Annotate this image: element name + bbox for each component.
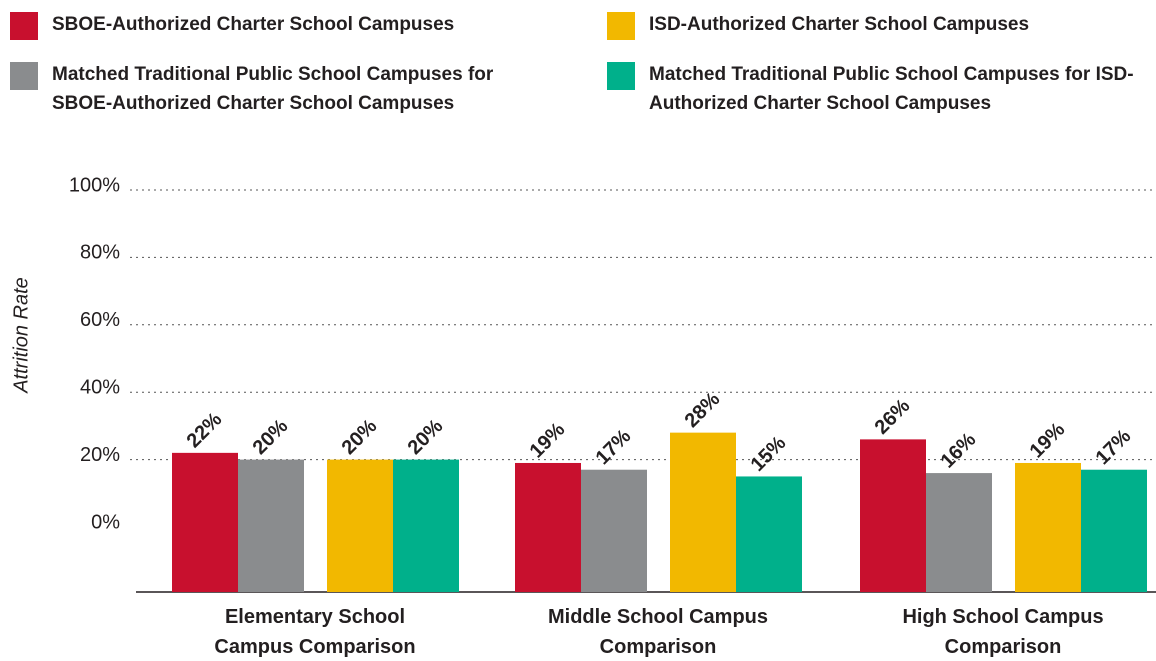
legend-swatch bbox=[607, 62, 635, 90]
legend-swatch bbox=[10, 62, 38, 90]
x-tick-label: Elementary School Campus Comparison bbox=[214, 606, 416, 658]
y-tick-label: 20% bbox=[80, 444, 120, 466]
bar bbox=[581, 469, 647, 592]
data-label: 19% bbox=[1026, 418, 1070, 462]
bar bbox=[926, 473, 992, 592]
x-tick-label: Middle School Campus Comparison bbox=[547, 606, 769, 658]
bar bbox=[860, 439, 926, 592]
data-label: 22% bbox=[183, 408, 227, 452]
data-label: 16% bbox=[937, 428, 981, 472]
bar bbox=[670, 432, 736, 592]
data-label: 20% bbox=[404, 415, 448, 459]
data-label: 20% bbox=[338, 415, 382, 459]
legend-swatch bbox=[10, 12, 38, 40]
y-tick-label: 80% bbox=[80, 242, 120, 264]
y-axis-label: Attrition Rate bbox=[10, 277, 32, 394]
bar bbox=[172, 452, 238, 592]
bar bbox=[393, 459, 459, 592]
y-tick-label: 40% bbox=[80, 376, 120, 398]
data-label: 28% bbox=[681, 388, 725, 432]
legend-label: Matched Traditional Public School Campus… bbox=[649, 64, 1134, 114]
legend-label: Matched Traditional Public School Campus… bbox=[52, 64, 494, 114]
y-tick-label: 60% bbox=[80, 309, 120, 331]
x-tick-label: High School Campus Comparison bbox=[902, 606, 1104, 658]
bar bbox=[736, 476, 802, 592]
bar bbox=[327, 459, 393, 592]
data-label: 17% bbox=[592, 425, 636, 469]
bar bbox=[1081, 469, 1147, 592]
bar bbox=[1015, 462, 1081, 592]
legend-label: ISD-Authorized Charter School Campuses bbox=[649, 14, 1030, 35]
legend-swatch bbox=[607, 12, 635, 40]
y-tick-label: 0% bbox=[91, 511, 120, 533]
legend-label: SBOE-Authorized Charter School Campuses bbox=[52, 14, 455, 35]
y-tick-label: 100% bbox=[69, 174, 120, 196]
data-label: 26% bbox=[871, 395, 915, 439]
data-label: 19% bbox=[526, 418, 570, 462]
bar bbox=[515, 462, 581, 592]
bar bbox=[238, 459, 304, 592]
data-label: 15% bbox=[747, 432, 791, 476]
data-label: 17% bbox=[1092, 425, 1136, 469]
data-label: 20% bbox=[249, 415, 293, 459]
